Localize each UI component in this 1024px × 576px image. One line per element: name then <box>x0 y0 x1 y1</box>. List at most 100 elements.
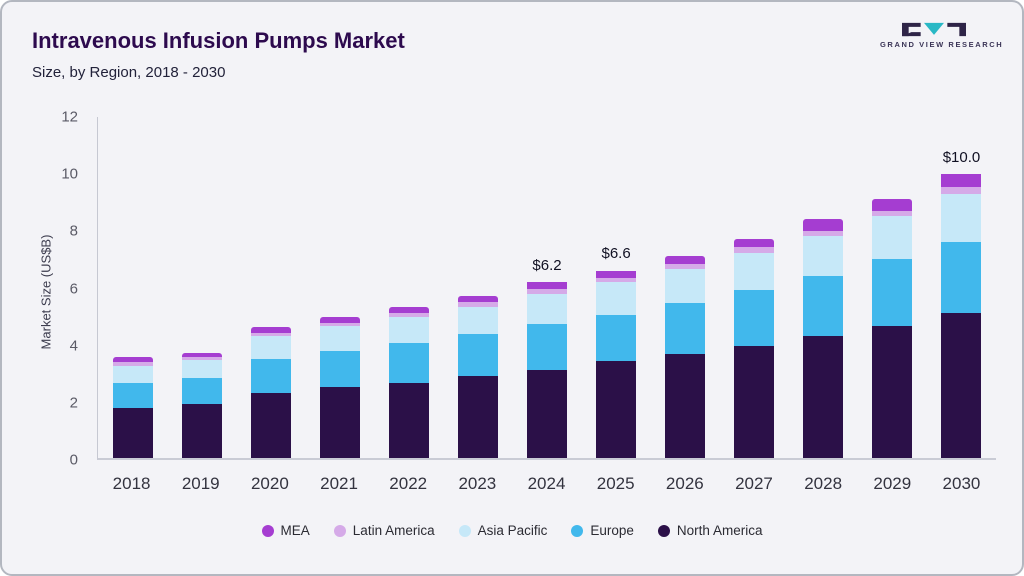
x-tick-label: 2019 <box>181 474 220 493</box>
legend-item-mea: MEA <box>261 523 310 538</box>
bar-segment-asia-pacific <box>596 282 637 315</box>
bar-segment-asia-pacific <box>872 216 913 260</box>
bar-segment-europe <box>457 334 498 376</box>
legend-dot-icon <box>333 524 346 537</box>
legend-label: North America <box>676 523 763 538</box>
legend-item-latin-america: Latin America <box>333 523 435 538</box>
bar-segment-mea <box>250 327 291 333</box>
bar-segment-mea <box>181 352 222 358</box>
bar-2024: $6.2 <box>512 117 581 458</box>
x-tick-label: 2021 <box>320 474 358 493</box>
bar-2021 <box>305 117 374 458</box>
x-tick-label: 2028 <box>804 474 843 493</box>
legend-label: Latin America <box>352 523 435 538</box>
bar-2029 <box>858 117 927 458</box>
bar-segment-north-america <box>250 392 291 458</box>
legend-item-north-america: North America <box>657 523 763 538</box>
bar-segment-north-america <box>388 382 429 458</box>
bar-segment-asia-pacific <box>181 359 222 379</box>
bar-2027 <box>720 117 789 458</box>
bar-segment-north-america <box>803 335 844 458</box>
plot-area: $6.2 $6.6 $10.0 <box>97 117 996 460</box>
y-tick-label: 0 <box>69 451 78 469</box>
bar-value-label: $6.2 <box>532 256 562 274</box>
bar-segment-europe <box>527 324 567 370</box>
bar-segment-mea <box>112 357 153 363</box>
y-tick-label: 10 <box>61 165 78 183</box>
legend-label: Asia Pacific <box>477 523 548 538</box>
bar-segment-latin-america <box>803 230 844 237</box>
bar-segment-asia-pacific <box>941 193 982 243</box>
bar-segment-europe <box>734 290 775 346</box>
bar-2018 <box>98 117 167 458</box>
x-tick-label: 2023 <box>458 474 497 493</box>
bar-segment-asia-pacific <box>388 316 429 343</box>
bar-segment-north-america <box>527 369 567 458</box>
bar-2023 <box>443 117 512 458</box>
bar-segment-europe <box>250 358 291 393</box>
bar-segment-mea <box>457 296 498 303</box>
bar-value-label: $6.6 <box>601 245 631 263</box>
bar-segment-mea <box>527 281 567 290</box>
legend-label: MEA <box>280 523 310 538</box>
bar-segment-north-america <box>665 354 706 458</box>
y-tick-label: 4 <box>69 337 78 355</box>
legend-item-europe: Europe <box>571 523 634 538</box>
bar-segment-north-america <box>734 345 775 458</box>
bar-segment-latin-america <box>388 312 429 317</box>
legend-dot-icon <box>261 524 274 537</box>
x-tick-label: 2026 <box>665 474 704 493</box>
bar-2028 <box>789 117 858 458</box>
x-axis-labels: 2018 2019 2020 2021 2022 2023 2024 2025 2026 2027… <box>97 474 996 494</box>
x-tick-label: 2027 <box>735 474 773 493</box>
bar-2019 <box>167 117 236 458</box>
bar-segment-north-america <box>941 313 982 458</box>
bar-segment-europe <box>112 382 153 409</box>
bar-2025: $6.6 <box>582 117 651 458</box>
x-tick-label: 2029 <box>873 474 912 493</box>
bar-segment-mea <box>872 199 913 211</box>
bar-value-label: $10.0 <box>942 148 981 166</box>
bar-segment-mea <box>388 307 429 313</box>
bar-segment-latin-america <box>181 357 222 360</box>
bar-segment-europe <box>803 276 844 336</box>
x-tick-label: 2018 <box>112 474 151 493</box>
bar-segment-latin-america <box>941 186 982 194</box>
bar-segment-north-america <box>457 375 498 458</box>
x-tick-label: 2025 <box>596 474 635 493</box>
bar-segment-latin-america <box>457 302 498 307</box>
bar-segment-europe <box>388 342 429 383</box>
bar-segment-europe <box>181 378 222 405</box>
bar-segment-mea <box>941 173 982 187</box>
bar-segment-europe <box>665 303 706 355</box>
bar-segment-latin-america <box>112 362 153 366</box>
x-tick-label: 2022 <box>389 474 428 493</box>
bar-2020 <box>236 117 305 458</box>
bar-segment-asia-pacific <box>112 365 153 383</box>
bar-segment-north-america <box>181 404 222 458</box>
bar-segment-latin-america <box>665 263 706 270</box>
bar-segment-asia-pacific <box>527 293 567 325</box>
bar-segment-europe <box>596 314 637 362</box>
bar-segment-latin-america <box>527 289 567 294</box>
y-tick-label: 6 <box>69 280 78 297</box>
legend-label: Europe <box>590 523 634 538</box>
bar-segment-north-america <box>319 386 360 458</box>
bar-segment-latin-america <box>596 277 637 283</box>
bar-segment-mea <box>803 219 844 231</box>
bar-segment-north-america <box>112 408 153 458</box>
bar-segment-asia-pacific <box>734 252 775 291</box>
bar-2026 <box>651 117 720 458</box>
grand-view-research-logo: GRAND VIEW RESEARCH <box>880 22 1002 49</box>
y-tick-label: 12 <box>61 108 78 126</box>
bar-segment-asia-pacific <box>250 336 291 359</box>
bar-segment-europe <box>319 351 360 387</box>
bar-segment-north-america <box>872 325 913 458</box>
bar-segment-asia-pacific <box>457 306 498 335</box>
bar-segment-latin-america <box>319 323 360 327</box>
bar-segment-asia-pacific <box>665 269 706 304</box>
bar-segment-latin-america <box>250 333 291 337</box>
legend: MEA Latin America Asia Pacific Europe North … <box>2 523 1022 538</box>
bar-segment-mea <box>319 317 360 324</box>
